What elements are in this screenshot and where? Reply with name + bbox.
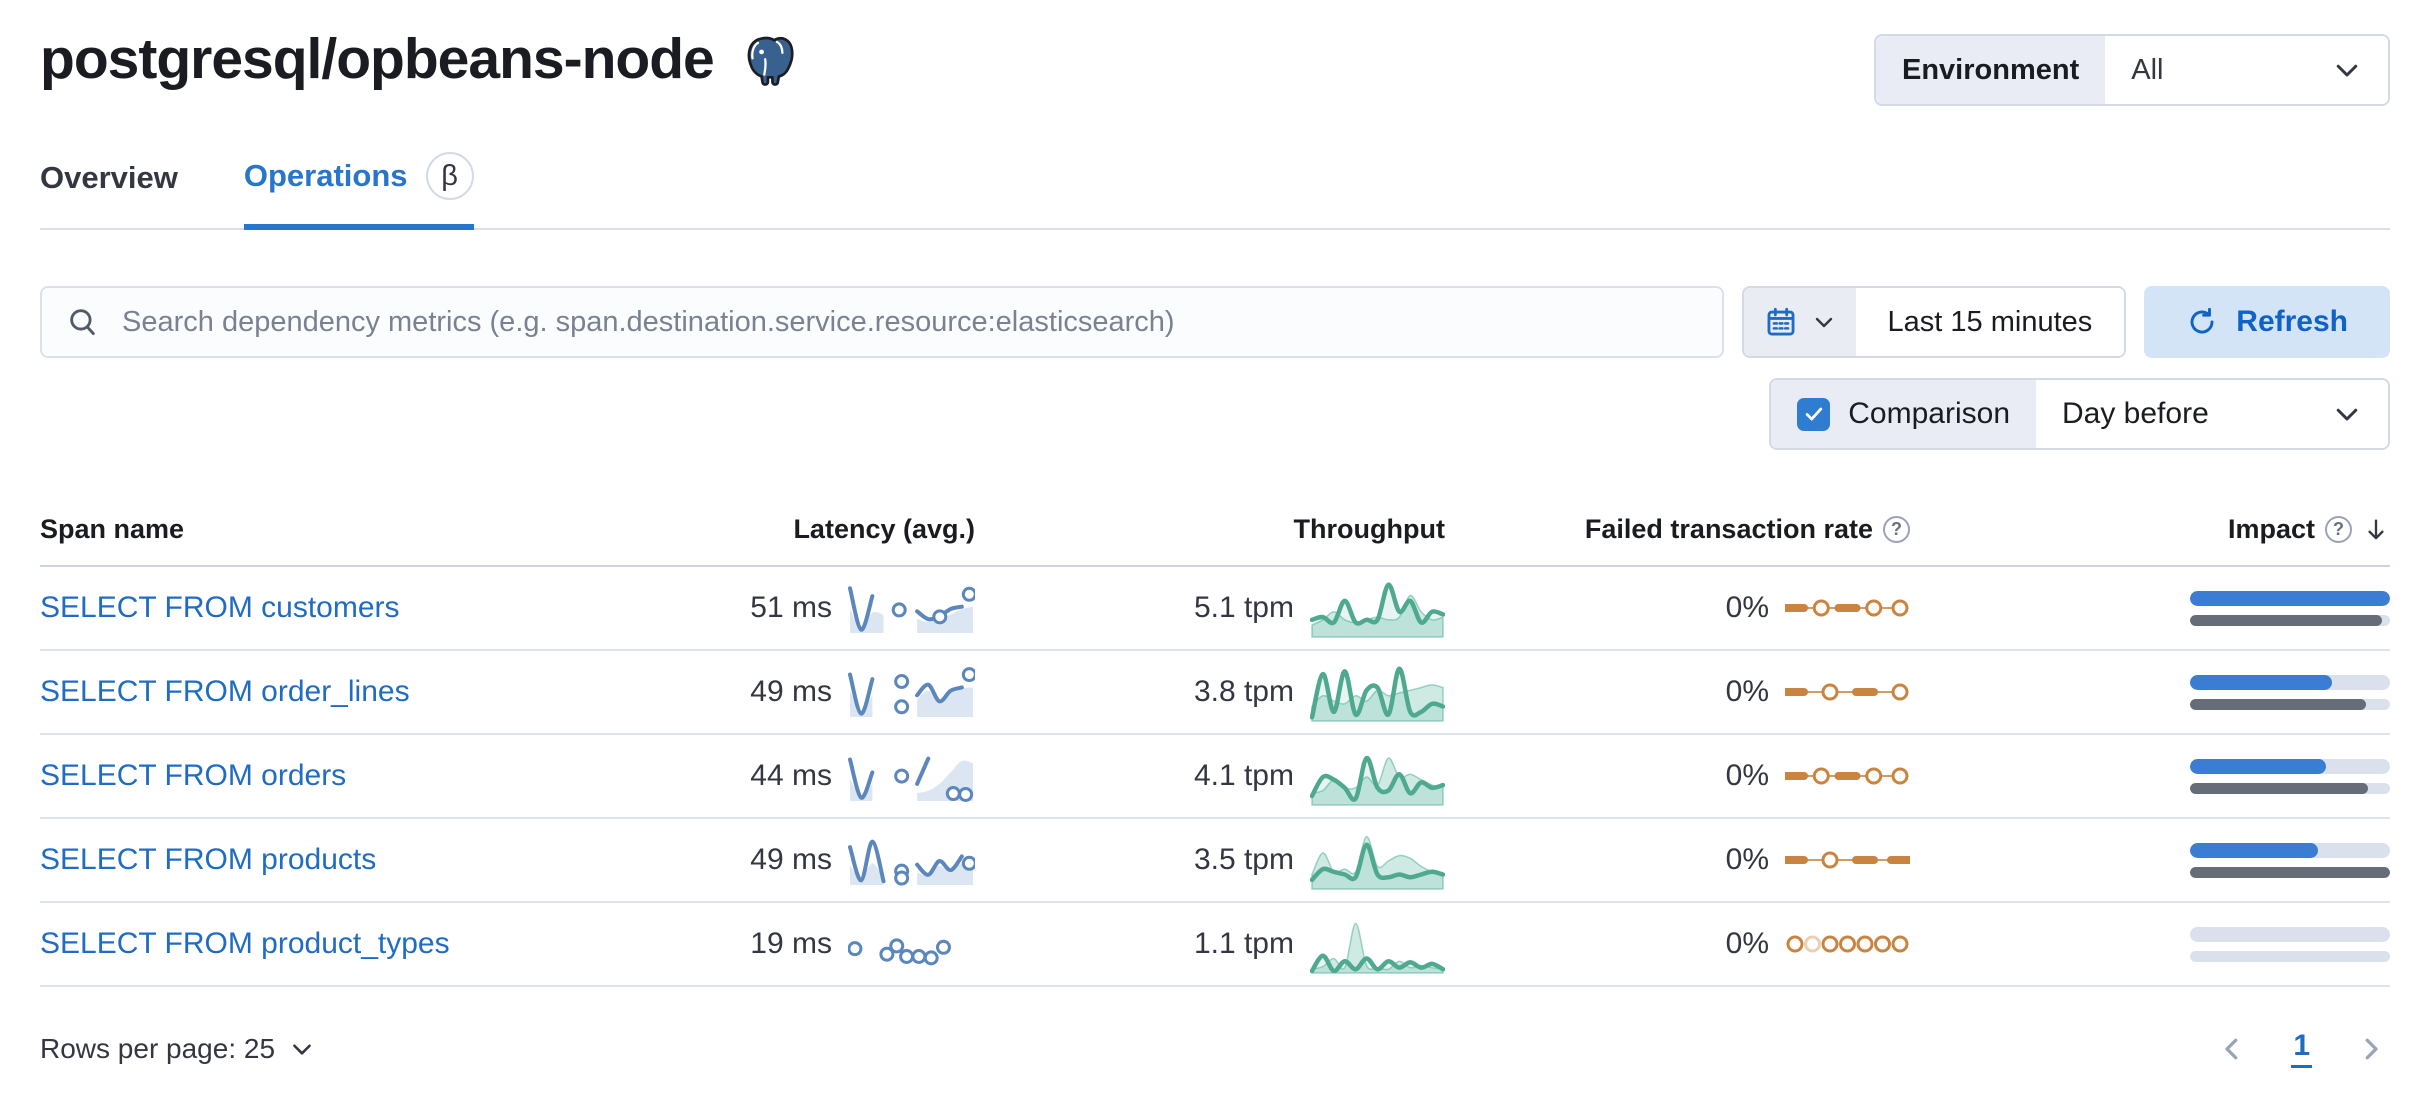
failed-rate-value: 0% [1725, 843, 1769, 876]
pagination: 1 [2217, 1029, 2386, 1068]
chevron-down-icon [2336, 408, 2358, 421]
throughput-sparkline-chart [1310, 755, 1445, 806]
failed-rate-sparkline-chart [1786, 935, 1909, 953]
search-box [40, 286, 1724, 358]
environment-value: All [2131, 53, 2164, 86]
failed-rate-value: 0% [1725, 675, 1769, 708]
latency-sparkline-chart [848, 839, 975, 886]
throughput-sparkline-chart [1310, 582, 1445, 638]
throughput-value: 1.1 tpm [1193, 927, 1294, 960]
impact-bar-chart [2190, 926, 2390, 962]
chevron-left-icon [2225, 1038, 2238, 1059]
comparison-select[interactable]: Day before [2036, 380, 2388, 448]
latency-sparkline-chart [848, 667, 975, 717]
span-name-link[interactable]: SELECT FROM orders [40, 759, 347, 792]
chevron-down-icon [2336, 64, 2358, 77]
failed-rate-value: 0% [1725, 759, 1769, 792]
help-icon[interactable]: ? [2325, 516, 2352, 543]
help-icon[interactable]: ? [1883, 516, 1910, 543]
impact-bar-chart [2190, 674, 2390, 710]
span-name-link[interactable]: SELECT FROM customers [40, 591, 400, 624]
table-row: SELECT FROM products 49 ms 3.5 tpm 0% [40, 819, 2390, 903]
refresh-button[interactable]: Refresh [2144, 286, 2390, 358]
throughput-sparkline-chart [1310, 666, 1445, 722]
page-number[interactable]: 1 [2291, 1029, 2312, 1068]
latency-value: 49 ms [750, 843, 832, 876]
failed-rate-value: 0% [1725, 927, 1769, 960]
environment-label: Environment [1876, 36, 2106, 104]
latency-sparkline-chart [848, 756, 974, 802]
failed-rate-sparkline-chart [1785, 599, 1909, 617]
throughput-value: 3.5 tpm [1193, 843, 1294, 876]
tabs: Overview Operations β [40, 152, 2390, 230]
checkbox-checked-icon [1797, 397, 1831, 431]
previous-page-button[interactable] [2217, 1034, 2247, 1064]
table-row: SELECT FROM order_lines 49 ms 3.8 tpm 0% [40, 651, 2390, 735]
latency-value: 19 ms [750, 927, 832, 960]
failed-rate-sparkline-chart [1785, 767, 1909, 785]
column-span-name[interactable]: Span name [40, 514, 185, 544]
span-name-link[interactable]: SELECT FROM order_lines [40, 675, 410, 708]
column-latency[interactable]: Latency (avg.) [793, 514, 975, 544]
throughput-value: 5.1 tpm [1193, 591, 1294, 624]
chevron-down-icon [293, 1043, 311, 1055]
table-row: SELECT FROM product_types 19 ms 1.1 tpm … [40, 903, 2390, 987]
date-quick-select-button[interactable] [1743, 288, 1856, 356]
column-throughput[interactable]: Throughput [1293, 514, 1445, 544]
time-range-value[interactable]: Last 15 minutes [1855, 288, 2125, 356]
chevron-right-icon [2365, 1038, 2378, 1059]
column-impact[interactable]: Impact ? [1910, 514, 2390, 545]
throughput-value: 4.1 tpm [1193, 759, 1294, 792]
beta-badge: β [425, 152, 474, 200]
span-name-link[interactable]: SELECT FROM products [40, 843, 377, 876]
latency-value: 51 ms [750, 591, 832, 624]
operations-table: Span name Latency (avg.) Throughput Fail… [40, 514, 2390, 987]
environment-select[interactable]: Environment All [1874, 34, 2390, 106]
failed-rate-value: 0% [1725, 591, 1769, 624]
tab-operations[interactable]: Operations β [243, 152, 474, 230]
rows-per-page-button[interactable]: Rows per page: 25 [40, 1033, 315, 1065]
failed-rate-sparkline-chart [1785, 851, 1910, 869]
toolbar: Last 15 minutes Refresh [40, 286, 2390, 358]
next-page-button[interactable] [2356, 1034, 2386, 1064]
page-header: postgresql/opbeans-node Environment All [40, 0, 2390, 106]
date-picker: Last 15 minutes [1741, 286, 2127, 358]
impact-bar-chart [2190, 590, 2390, 626]
table-row: SELECT FROM orders 44 ms 4.1 tpm 0% [40, 735, 2390, 819]
calendar-icon [1767, 307, 1795, 336]
throughput-value: 3.8 tpm [1193, 675, 1294, 708]
latency-value: 44 ms [750, 759, 832, 792]
comparison-checkbox[interactable]: Comparison [1771, 380, 2036, 448]
sort-desc-icon [2368, 519, 2384, 539]
latency-sparkline-chart [848, 586, 975, 633]
column-failed-rate[interactable]: Failed transaction rate ? [1445, 514, 1910, 545]
latency-sparkline-chart [848, 938, 951, 966]
table-row: SELECT FROM customers 51 ms 5.1 tpm 0% [40, 567, 2390, 651]
table-header: Span name Latency (avg.) Throughput Fail… [40, 514, 2390, 567]
chevron-down-icon [1815, 317, 1832, 328]
impact-bar-chart [2190, 758, 2390, 794]
refresh-icon [2190, 307, 2214, 334]
table-body: SELECT FROM customers 51 ms 5.1 tpm 0% S… [40, 567, 2390, 987]
page-title: postgresql/opbeans-node [40, 27, 715, 91]
tab-overview[interactable]: Overview [40, 160, 178, 195]
search-icon [70, 309, 95, 336]
table-footer: Rows per page: 25 1 [40, 1029, 2390, 1068]
span-name-link[interactable]: SELECT FROM product_types [40, 927, 450, 960]
impact-bar-chart [2190, 842, 2390, 878]
throughput-sparkline-chart [1310, 835, 1445, 890]
throughput-sparkline-chart [1310, 922, 1445, 974]
failed-rate-sparkline-chart [1785, 683, 1909, 701]
latency-value: 49 ms [750, 675, 832, 708]
postgresql-logo-icon [747, 36, 794, 86]
comparison-row: Comparison Day before [40, 378, 2390, 450]
apm-dependency-page: postgresql/opbeans-node Environment All … [40, 0, 2390, 1068]
search-input[interactable] [120, 304, 1698, 340]
